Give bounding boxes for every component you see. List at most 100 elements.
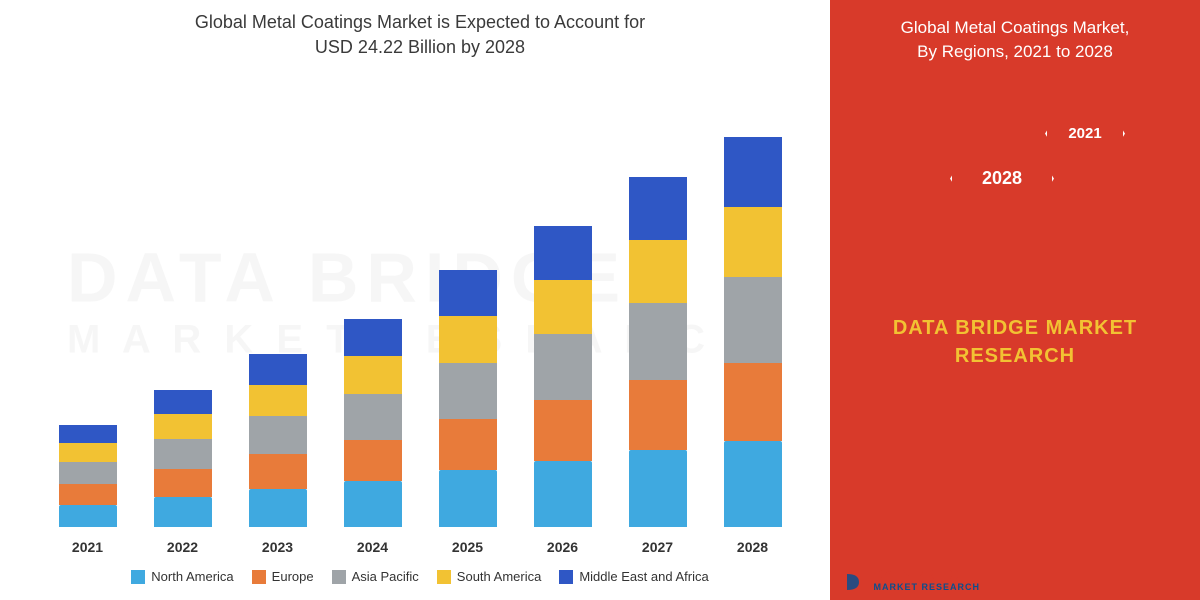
x-axis-label: 2024 [357,539,388,555]
root-container: DATA BRIDGE M A R K E T R E S E A R C H … [0,0,1200,600]
legend-item: Middle East and Africa [559,569,708,584]
bar-group: 2022 [147,390,219,555]
bar-group: 2028 [717,137,789,555]
bar-stack [59,425,117,527]
legend-swatch [437,570,451,584]
x-axis-label: 2027 [642,539,673,555]
hex-group: 2028 2021 [850,94,1180,294]
bar-segment [59,425,117,443]
legend-swatch [131,570,145,584]
bar-group: 2023 [242,354,314,555]
bar-segment [629,240,687,303]
bar-segment [724,363,782,441]
bar-group: 2024 [337,319,409,555]
legend-label: Europe [272,569,314,584]
hexagon-large-label: 2028 [982,168,1022,189]
panel-subtitle: Global Metal Coatings Market, By Regions… [901,16,1130,64]
legend-item: North America [131,569,233,584]
bar-segment [534,334,592,400]
legend-label: North America [151,569,233,584]
bar-segment [534,400,592,460]
hexagon-small: 2021 [1045,99,1125,169]
bar-segment [534,226,592,280]
bar-segment [344,319,402,356]
bar-segment [249,385,307,416]
bar-group: 2026 [527,226,599,555]
bar-segment [439,316,497,362]
bar-segment [439,270,497,316]
x-axis-label: 2025 [452,539,483,555]
bar-segment [344,356,402,393]
bar-segment [724,207,782,277]
bar-segment [439,363,497,420]
bar-segment [59,484,117,504]
bar-segment [439,419,497,470]
bar-stack [249,354,307,527]
bar-segment [724,277,782,363]
brand-line2: RESEARCH [893,342,1137,370]
bar-segment [154,390,212,415]
bar-group: 2021 [52,425,124,555]
legend-swatch [332,570,346,584]
logo-text-line1: DATA BRIDGE [873,567,980,582]
bar-group: 2025 [432,270,504,555]
hexagon-large: 2028 [950,134,1054,224]
bar-segment [154,414,212,439]
bar-stack [344,319,402,527]
bar-segment [249,416,307,454]
x-axis-label: 2021 [72,539,103,555]
right-panel: Global Metal Coatings Market, By Regions… [830,0,1200,600]
chart-title-line1: Global Metal Coatings Market is Expected… [30,10,810,35]
bar-segment [59,443,117,461]
brand-text: DATA BRIDGE MARKET RESEARCH [893,314,1137,370]
legend-swatch [559,570,573,584]
legend: North America Europe Asia Pacific South Ame… [30,555,810,590]
panel-subtitle-line1: Global Metal Coatings Market, [901,16,1130,40]
hexagon-large-shape: 2028 [950,134,1054,224]
legend-item: Asia Pacific [332,569,419,584]
bar-segment [59,505,117,527]
bar-segment [629,177,687,240]
footer-logo: DATA BRIDGE MARKET RESEARCH [837,566,980,594]
bar-group: 2027 [622,177,694,555]
legend-item: Europe [252,569,314,584]
x-axis-label: 2028 [737,539,768,555]
bar-stack [534,226,592,527]
bar-segment [439,470,497,527]
bar-stack [154,390,212,527]
legend-swatch [252,570,266,584]
legend-label: Asia Pacific [352,569,419,584]
bar-segment [534,280,592,334]
bar-segment [249,354,307,385]
chart-title: Global Metal Coatings Market is Expected… [30,10,810,60]
hexagon-small-label: 2021 [1068,125,1101,142]
bar-segment [629,380,687,450]
bar-segment [154,469,212,496]
logo-text-line2: MARKET RESEARCH [873,583,980,593]
logo-text: DATA BRIDGE MARKET RESEARCH [873,567,980,592]
bar-segment [344,394,402,440]
chart-title-line2: USD 24.22 Billion by 2028 [30,35,810,60]
x-axis-label: 2026 [547,539,578,555]
bar-stack [724,137,782,527]
x-axis-label: 2023 [262,539,293,555]
hexagon-small-shape: 2021 [1045,99,1125,169]
bar-segment [724,441,782,527]
x-axis-label: 2022 [167,539,198,555]
bar-segment [534,461,592,527]
bar-segment [249,454,307,489]
bar-segment [154,439,212,469]
bar-segment [344,481,402,527]
bar-segment [154,497,212,527]
logo-mark-icon [837,566,865,594]
brand-line1: DATA BRIDGE MARKET [893,314,1137,342]
legend-label: South America [457,569,542,584]
bar-segment [249,489,307,527]
chart-area: DATA BRIDGE M A R K E T R E S E A R C H … [0,0,830,600]
legend-item: South America [437,569,542,584]
bar-segment [59,462,117,484]
bar-stack [629,177,687,527]
bar-segment [344,440,402,482]
bar-segment [629,303,687,380]
chart-body: 2021 2022 2023 2024 2025 2026 2027 2028 [30,80,810,555]
